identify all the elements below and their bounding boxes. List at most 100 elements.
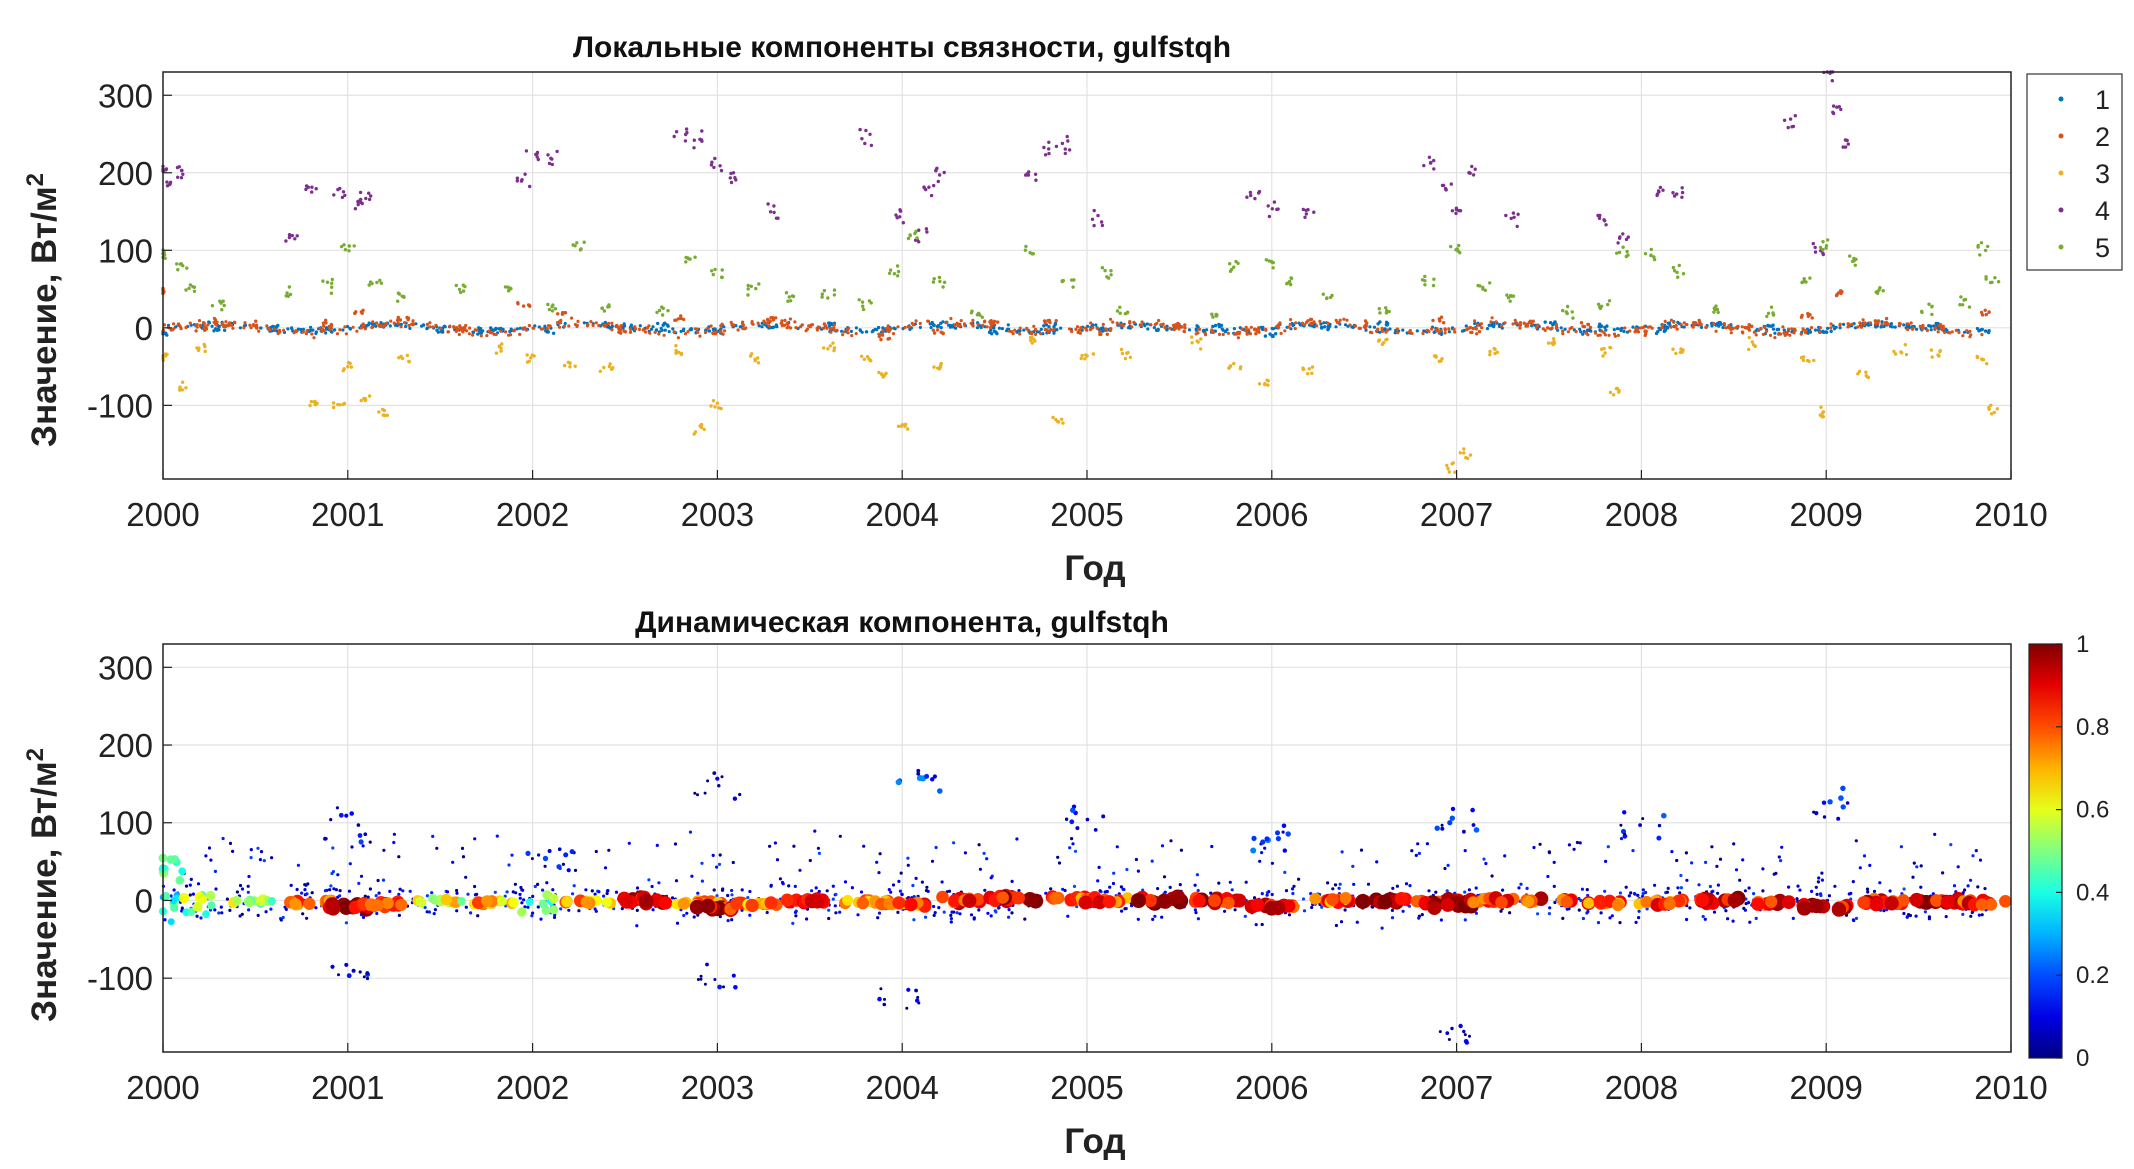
data-point: [1244, 325, 1248, 329]
data-point: [772, 210, 776, 215]
data-point: [935, 324, 940, 329]
data-point: [1615, 251, 1619, 255]
data-point: [198, 323, 203, 327]
data-point: [169, 897, 177, 905]
data-point: [1880, 320, 1884, 324]
data-point: [841, 333, 845, 337]
data-point: [607, 321, 611, 325]
data-point: [1787, 327, 1791, 331]
data-point: [369, 194, 373, 198]
data-point: [1603, 219, 1607, 223]
data-point: [463, 284, 467, 289]
data-point: [1092, 895, 1107, 910]
data-point: [1672, 320, 1676, 324]
data-point: [1701, 914, 1705, 919]
data-point: [1294, 321, 1298, 325]
data-point: [1927, 324, 1931, 328]
data-point: [756, 361, 761, 365]
data-point: [571, 892, 575, 896]
data-point: [1270, 861, 1274, 865]
data-point: [433, 908, 437, 912]
data-point: [1743, 889, 1747, 893]
data-point: [985, 325, 989, 329]
data-point: [828, 344, 832, 348]
data-point: [1747, 901, 1751, 905]
data-point: [537, 325, 541, 329]
data-point: [1525, 886, 1529, 891]
data-point: [798, 868, 802, 872]
data-point: [925, 230, 929, 234]
data-point: [730, 897, 743, 910]
data-point: [726, 893, 730, 898]
data-point: [375, 911, 379, 916]
data-point: [962, 893, 977, 908]
data-point: [368, 840, 372, 844]
data-point: [461, 289, 466, 293]
data-point: [850, 334, 854, 338]
data-point: [1042, 319, 1047, 323]
data-point: [321, 324, 326, 328]
data-point: [1777, 855, 1781, 859]
data-point: [914, 876, 918, 881]
data-point: [1359, 848, 1364, 852]
data-point: [1495, 896, 1508, 909]
data-point: [568, 365, 572, 369]
data-point: [1372, 325, 1377, 329]
data-point: [843, 880, 848, 884]
data-point: [388, 324, 392, 328]
data-point: [1210, 844, 1214, 849]
data-point: [383, 413, 387, 418]
data-point: [647, 878, 651, 882]
data-point: [1580, 887, 1584, 891]
data-point: [1030, 252, 1034, 256]
data-point: [379, 281, 383, 285]
data-point: [717, 784, 721, 788]
data-point: [1819, 405, 1823, 409]
data-point: [738, 792, 742, 797]
series-4: [161, 70, 1851, 257]
data-point: [408, 889, 412, 893]
data-point: [914, 988, 918, 993]
data-point: [1833, 884, 1837, 888]
data-point: [861, 307, 866, 312]
data-point: [1820, 878, 1824, 882]
data-point: [551, 331, 556, 335]
data-point: [1771, 311, 1775, 315]
data-point: [896, 424, 901, 428]
data-point: [1196, 340, 1200, 344]
data-point: [1353, 324, 1358, 328]
data-point: [832, 348, 836, 353]
data-point: [1612, 328, 1616, 332]
data-point: [1260, 839, 1266, 845]
data-point: [1211, 315, 1215, 319]
data-point: [1747, 886, 1751, 890]
data-point: [476, 914, 480, 918]
data-point: [793, 884, 797, 889]
data-point: [1183, 326, 1187, 330]
data-point: [1980, 327, 1985, 332]
data-point: [1270, 326, 1274, 331]
data-point: [1954, 328, 1958, 332]
data-point: [719, 329, 723, 334]
data-point: [602, 309, 607, 313]
data-point: [614, 890, 619, 894]
data-point: [706, 779, 710, 783]
data-point: [1364, 328, 1368, 332]
data-point: [1574, 330, 1578, 334]
data-point: [1265, 378, 1269, 382]
data-point: [1056, 855, 1060, 859]
data-point: [434, 323, 438, 327]
data-point: [379, 321, 383, 325]
data-point: [924, 773, 930, 779]
data-point: [1859, 322, 1863, 326]
data-point: [857, 298, 861, 302]
data-point: [705, 962, 709, 967]
data-point: [674, 130, 679, 134]
data-point: [185, 266, 189, 270]
data-point: [932, 913, 936, 918]
data-point: [1221, 328, 1225, 332]
data-point: [1281, 830, 1285, 834]
data-point: [1438, 1030, 1442, 1034]
data-point: [536, 905, 540, 909]
data-point: [1882, 909, 1886, 913]
